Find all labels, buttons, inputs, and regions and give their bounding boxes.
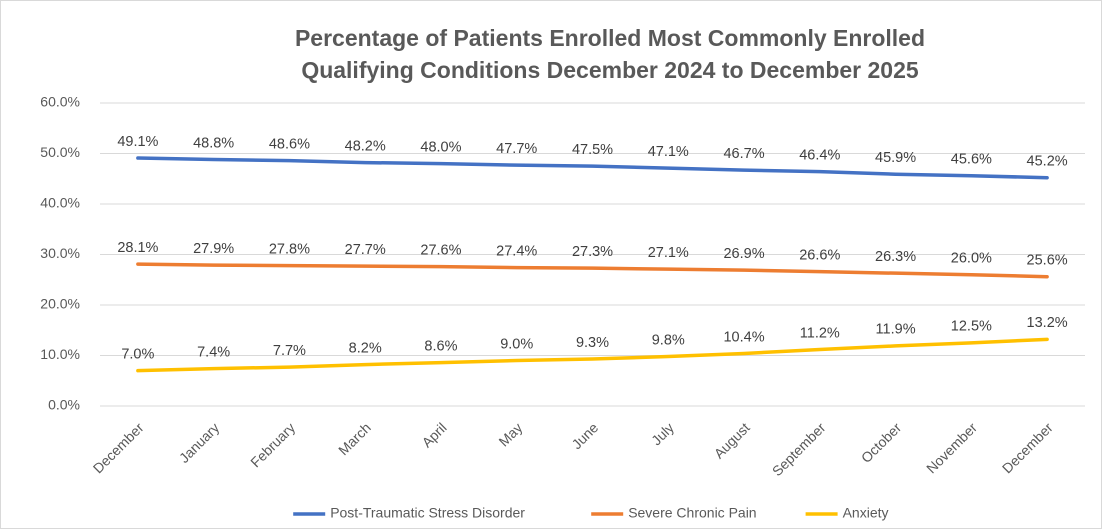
data-label: 26.0% bbox=[951, 251, 992, 267]
data-label: 11.9% bbox=[876, 322, 916, 338]
data-label: 9.0% bbox=[500, 336, 533, 352]
data-label: 46.4% bbox=[799, 148, 840, 164]
data-label: 46.7% bbox=[723, 146, 764, 162]
y-tick-label: 50.0% bbox=[40, 144, 80, 160]
data-label: 48.2% bbox=[345, 138, 386, 154]
data-label: 27.9% bbox=[193, 241, 234, 257]
y-tick-label: 30.0% bbox=[40, 245, 80, 261]
data-label: 27.3% bbox=[572, 244, 613, 260]
data-label: 45.2% bbox=[1027, 154, 1068, 170]
data-label: 45.9% bbox=[875, 150, 916, 166]
series-line bbox=[136, 262, 1049, 279]
data-label: 28.1% bbox=[117, 240, 158, 256]
series-line bbox=[136, 156, 1049, 180]
data-label: 47.1% bbox=[648, 144, 689, 160]
data-label: 26.3% bbox=[875, 249, 916, 265]
data-label: 9.3% bbox=[576, 335, 609, 351]
data-label: 49.1% bbox=[117, 134, 158, 150]
data-label: 10.4% bbox=[723, 329, 764, 345]
data-label: 8.6% bbox=[424, 338, 457, 354]
data-label: 27.6% bbox=[420, 242, 461, 258]
data-label: 7.0% bbox=[121, 346, 154, 362]
data-label: 11.2% bbox=[800, 325, 840, 341]
legend-label: Anxiety bbox=[843, 505, 889, 521]
data-label: 7.4% bbox=[197, 344, 230, 360]
chart-title: Qualifying Conditions December 2024 to D… bbox=[301, 57, 919, 83]
data-label: 27.8% bbox=[269, 241, 310, 257]
data-label: 48.0% bbox=[420, 139, 461, 155]
y-tick-label: 20.0% bbox=[40, 296, 80, 312]
y-tick-label: 60.0% bbox=[40, 94, 80, 110]
data-label: 47.5% bbox=[572, 142, 613, 158]
data-label: 47.7% bbox=[496, 141, 537, 157]
data-label: 7.7% bbox=[273, 343, 306, 359]
data-label: 9.8% bbox=[652, 332, 685, 348]
data-label: 48.8% bbox=[193, 135, 234, 151]
data-label: 27.7% bbox=[345, 242, 386, 258]
data-label: 26.6% bbox=[799, 247, 840, 263]
series-line bbox=[136, 337, 1049, 373]
y-tick-label: 0.0% bbox=[48, 397, 80, 413]
y-tick-label: 40.0% bbox=[40, 195, 80, 211]
legend-label: Post-Traumatic Stress Disorder bbox=[330, 505, 525, 521]
data-label: 26.9% bbox=[723, 246, 764, 262]
legend-label: Severe Chronic Pain bbox=[628, 505, 756, 521]
data-label: 27.4% bbox=[496, 243, 537, 259]
data-label: 8.2% bbox=[349, 340, 382, 356]
chart-title: Percentage of Patients Enrolled Most Com… bbox=[295, 25, 925, 51]
data-label: 12.5% bbox=[951, 319, 992, 335]
data-label: 48.6% bbox=[269, 136, 310, 152]
data-label: 13.2% bbox=[1027, 315, 1068, 331]
y-tick-label: 10.0% bbox=[40, 346, 80, 362]
data-label: 45.6% bbox=[951, 152, 992, 168]
data-label: 25.6% bbox=[1027, 253, 1068, 269]
data-label: 27.1% bbox=[648, 245, 689, 261]
